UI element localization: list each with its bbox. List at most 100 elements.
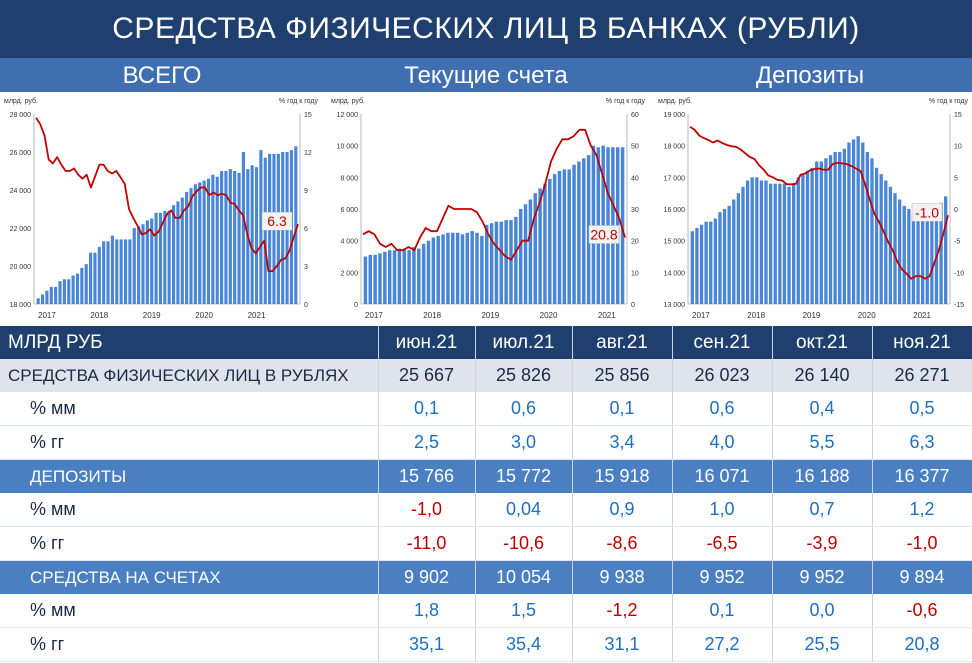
table-header-month: сен.21 (672, 326, 773, 359)
bar (54, 286, 58, 304)
bar (819, 161, 823, 304)
y-right-tick-label: 10 (631, 270, 639, 277)
bar (591, 145, 596, 304)
y-left-tick-label: 15 000 (664, 239, 686, 246)
table-cell: 6,3 (872, 425, 972, 460)
bar (557, 171, 562, 304)
bar (572, 164, 576, 304)
bar (601, 145, 605, 304)
left-axis-label: млрд. руб. (331, 97, 365, 105)
table-cell: -11,0 (378, 526, 476, 561)
table-cell: 0,1 (572, 392, 673, 426)
bar (193, 184, 197, 304)
bar (106, 241, 110, 304)
bar (67, 279, 71, 304)
bar (40, 294, 45, 304)
bar (921, 215, 925, 304)
annotation-box (588, 225, 620, 244)
bar (514, 216, 518, 304)
bar (801, 174, 805, 304)
left-axis-label: млрд. руб. (658, 97, 692, 105)
bar (713, 218, 717, 304)
bar (518, 209, 523, 304)
x-tick-label: 2020 (195, 311, 213, 320)
chart-current-accounts-panel: млрд. руб. % год к году 0 2 000 4 000 6 000 8 … (327, 92, 649, 324)
bar (460, 234, 465, 304)
table-cell: 4,0 (672, 425, 773, 460)
y-left-tick-label: 17 000 (664, 175, 686, 182)
bar (89, 252, 93, 304)
y-left-tick-label: 14 000 (664, 270, 686, 277)
bar (543, 183, 547, 304)
annotation-box (911, 203, 943, 222)
bar (884, 180, 888, 304)
bar (782, 183, 787, 304)
bar (499, 221, 504, 304)
bar (383, 251, 387, 304)
bar (58, 281, 62, 304)
bar (741, 186, 745, 304)
bar (824, 158, 828, 304)
bar (237, 172, 241, 304)
chart-total: млрд. руб. % год к году 18 000 20 000 22 000… (4, 97, 318, 320)
annotation-label: 6.3 (261, 211, 293, 231)
table-cell: 0,1 (672, 594, 773, 628)
bar (158, 212, 163, 304)
bar (387, 250, 392, 304)
bar (944, 196, 948, 304)
bar (732, 199, 736, 304)
bar (718, 212, 722, 304)
bar (392, 250, 397, 304)
table-cell: 2,5 (378, 425, 476, 460)
bar (778, 183, 782, 304)
bar (455, 232, 460, 304)
y-right-tick-label: 10 (954, 144, 962, 151)
panel-title-deposits: Депозиты (648, 58, 972, 92)
y-left-tick-label: 18 000 (10, 302, 32, 309)
chart-deposits: млрд. руб. % год к году 13 000 14 000 15 000… (658, 97, 968, 320)
bar (180, 197, 184, 304)
table-header-month: июл.21 (475, 326, 573, 359)
bar (838, 152, 842, 304)
bar (907, 209, 911, 304)
table-cell: 15 918 (572, 459, 673, 493)
bar (893, 193, 897, 304)
y-right-tick-label: 50 (631, 144, 639, 151)
bar (145, 220, 149, 304)
bar (810, 167, 814, 304)
table-header-month: ноя.21 (872, 326, 972, 359)
bar (202, 180, 206, 304)
bar (123, 239, 128, 304)
bar (567, 169, 571, 304)
bar (722, 209, 727, 304)
bar (132, 228, 136, 304)
bar (417, 248, 421, 304)
bar (582, 158, 586, 304)
table-row: ДЕПОЗИТЫ 15 766 15 772 15 918 16 071 16 188 16… (0, 459, 972, 493)
bar (45, 290, 49, 304)
bar (259, 150, 263, 304)
row-label: % мм (0, 392, 379, 426)
table-cell: 1,8 (378, 594, 476, 628)
bar (436, 235, 440, 304)
bar (847, 142, 851, 304)
x-tick-label: 2019 (143, 311, 161, 320)
row-label: % гг (0, 627, 379, 662)
table-cell: 0,1 (378, 392, 476, 426)
row-label: % гг (0, 425, 379, 460)
table-row: СРЕДСТВА ФИЗИЧЕСКИХ ЛИЦ В РУБЛЯХ 25 667 25… (0, 359, 972, 392)
bar (690, 231, 694, 304)
table-cell: 25,5 (772, 627, 873, 662)
bar (494, 221, 499, 304)
bar (861, 142, 865, 304)
bar (504, 220, 508, 304)
panel-title-current-accounts: Текущие счета (324, 58, 648, 92)
bar (480, 235, 484, 304)
y-right-tick-label: 15 (954, 112, 962, 119)
table-cell: 31,1 (572, 627, 673, 662)
bar (695, 228, 699, 304)
y-left-tick-label: 4 000 (340, 239, 358, 246)
y-left-tick-label: 8 000 (340, 175, 358, 182)
bar (36, 298, 40, 304)
bar (254, 167, 259, 304)
